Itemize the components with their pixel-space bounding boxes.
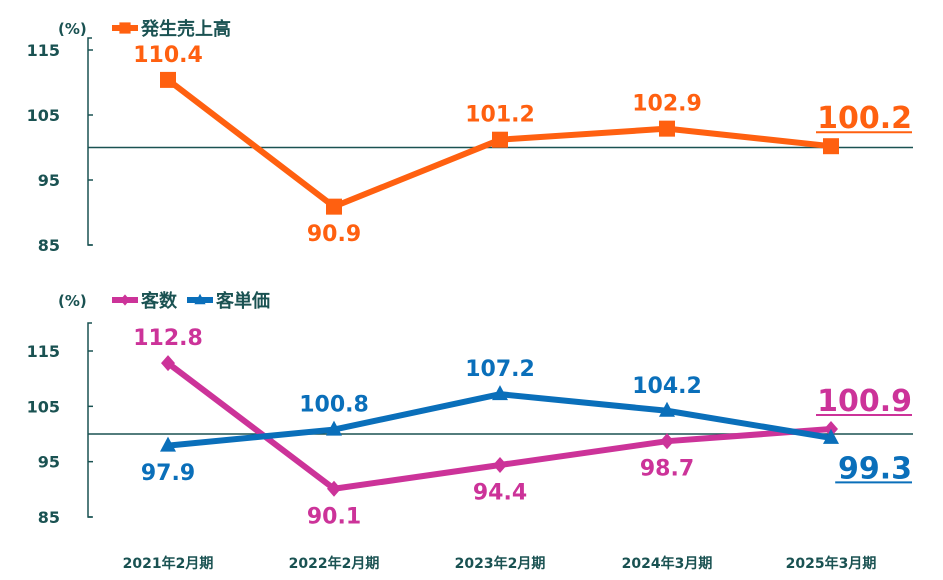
diamond-marker	[493, 456, 507, 473]
data-label: 101.2	[465, 103, 535, 128]
data-label: 102.9	[632, 92, 702, 117]
x-tick-label: 2025年3月期	[786, 555, 877, 572]
y-tick-label: 95	[38, 171, 60, 190]
data-label: 90.1	[307, 504, 361, 529]
y-tick-label: 95	[38, 453, 60, 472]
diamond-marker	[120, 294, 130, 306]
y-tick-label: 115	[27, 41, 60, 60]
data-label: 100.9	[817, 384, 912, 419]
square-marker	[326, 198, 342, 215]
triangle-marker	[823, 428, 839, 444]
diamond-marker	[327, 480, 341, 497]
x-tick-label: 2022年2月期	[289, 555, 380, 572]
y-tick-label: 115	[27, 342, 60, 361]
data-label: 107.2	[465, 357, 535, 382]
triangle-marker	[160, 436, 176, 452]
data-label: 97.9	[141, 461, 195, 486]
square-marker	[119, 22, 131, 34]
data-label: 100.8	[299, 393, 369, 418]
legend-label: 発生売上高	[140, 18, 231, 40]
legend-label: 客単価	[216, 290, 270, 312]
data-label: 98.7	[640, 457, 694, 482]
triangle-marker	[492, 385, 508, 401]
x-tick-label: 2023年2月期	[455, 555, 546, 572]
square-marker	[823, 138, 839, 155]
y-tick-label: 105	[27, 397, 60, 416]
data-label: 112.8	[133, 326, 203, 351]
unit-label: (%)	[58, 20, 87, 38]
diamond-marker	[161, 355, 175, 372]
legend-label: 客数	[141, 290, 178, 312]
x-tick-label: 2021年2月期	[123, 555, 214, 572]
unit-label: (%)	[58, 292, 87, 310]
data-label: 104.2	[632, 374, 702, 399]
y-tick-label: 105	[27, 106, 60, 125]
triangle-marker	[326, 420, 342, 436]
y-tick-label: 85	[38, 236, 60, 255]
square-marker	[659, 120, 675, 137]
square-marker	[492, 131, 508, 148]
diamond-marker	[660, 433, 674, 450]
triangle-marker	[194, 293, 206, 305]
y-axis	[87, 322, 92, 518]
data-label: 100.2	[817, 101, 912, 136]
x-tick-label: 2024年3月期	[622, 555, 713, 572]
data-label: 90.9	[307, 222, 361, 247]
triangle-marker	[659, 401, 675, 417]
data-label: 110.4	[133, 43, 203, 68]
y-tick-label: 85	[38, 508, 60, 527]
data-label: 99.3	[838, 451, 912, 486]
square-marker	[160, 71, 176, 88]
data-label: 94.4	[473, 480, 527, 505]
y-axis	[87, 37, 92, 246]
